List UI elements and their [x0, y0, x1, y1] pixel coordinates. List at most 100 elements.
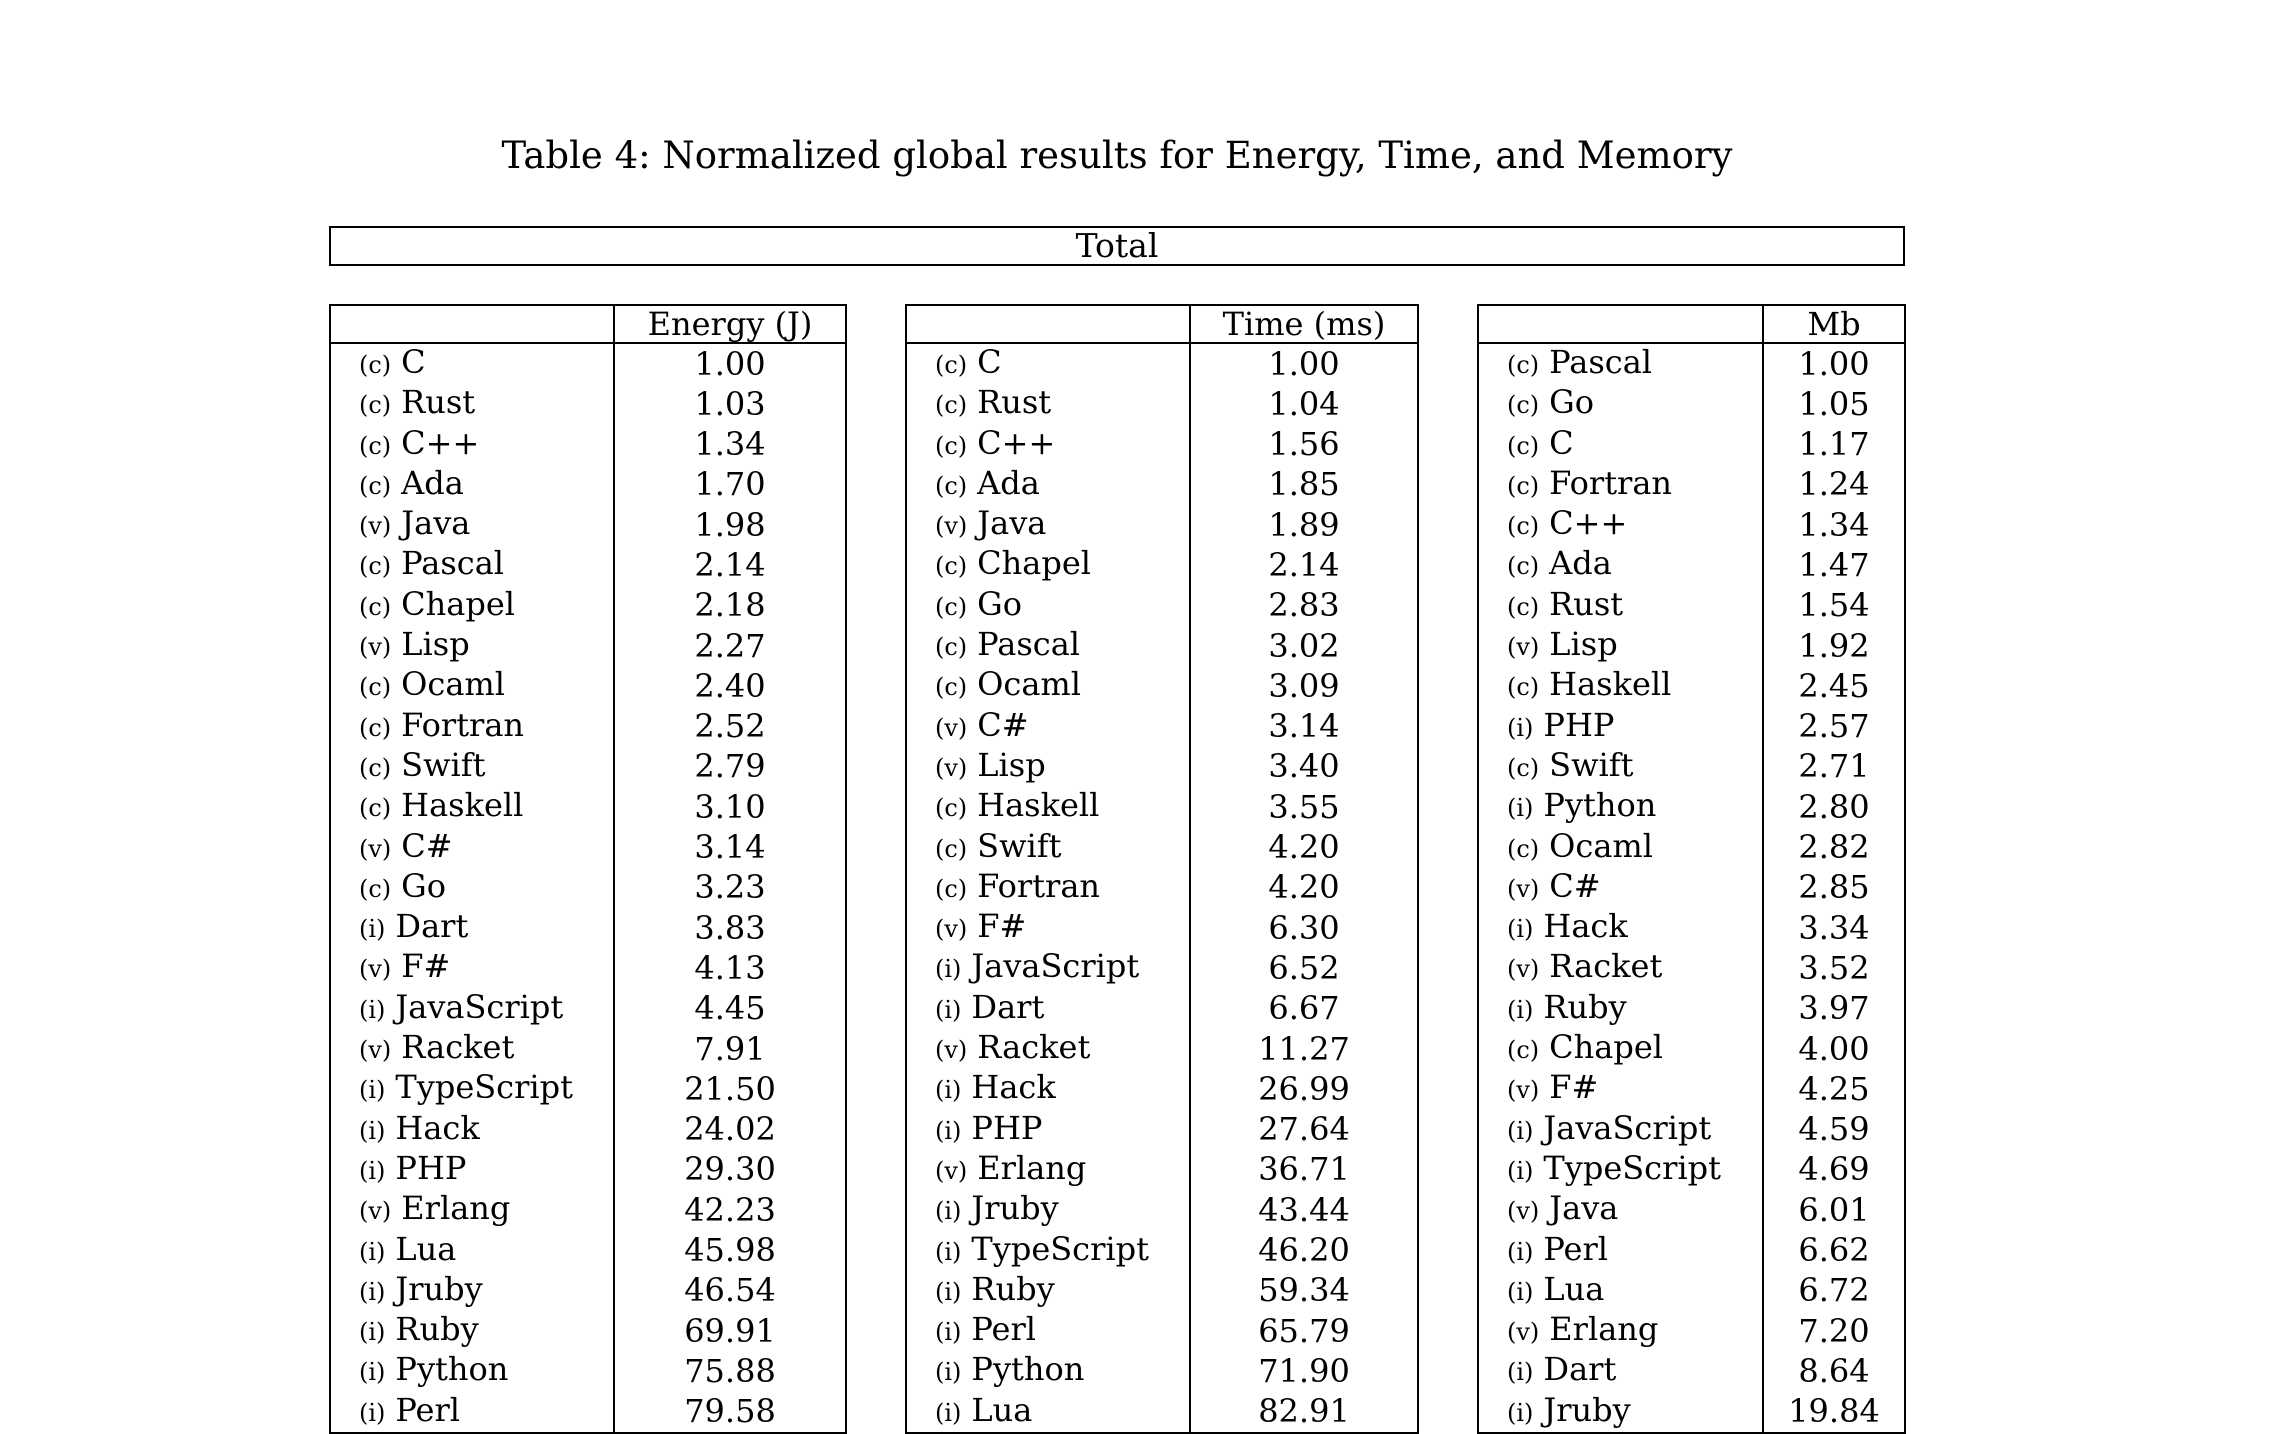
paradigm-tag: (v) [1507, 633, 1540, 662]
paradigm-tag: (c) [1507, 592, 1540, 621]
paradigm-tag: (c) [359, 874, 392, 903]
language-cell: (c) Swift [330, 745, 614, 787]
language-name: Fortran [1549, 463, 1673, 502]
memory-column-header: Mb [1762, 305, 1905, 344]
language-name: Racket [1549, 947, 1663, 986]
language-cell: (v) C# [330, 827, 614, 868]
value-cell: 19.84 [1762, 1391, 1905, 1434]
table-row: (c) C 1.17 [1478, 423, 1905, 465]
language-name: Rust [977, 383, 1052, 422]
language-name: C++ [401, 423, 480, 462]
paradigm-tag: (c) [1507, 1036, 1540, 1065]
value-cell: 6.01 [1762, 1190, 1905, 1231]
table-row: (c) Ocaml 2.82 [1478, 827, 1905, 868]
paradigm-tag: (v) [359, 834, 392, 863]
language-name: Chapel [401, 584, 515, 623]
value-cell: 69.91 [613, 1311, 846, 1352]
language-cell: (v) Lisp [1478, 625, 1763, 666]
language-cell: (i) TypeScript [1478, 1148, 1763, 1190]
paradigm-tag: (c) [359, 753, 392, 782]
value-cell: 6.72 [1762, 1270, 1905, 1312]
language-name: Ocaml [401, 665, 505, 704]
language-cell: (v) Java [1478, 1190, 1763, 1230]
table-row: (i) JavaScript 4.59 [1478, 1109, 1905, 1150]
table-row: (i) PHP 2.57 [1478, 705, 1905, 747]
paradigm-tag: (v) [935, 1156, 968, 1185]
paradigm-tag: (i) [1507, 915, 1534, 944]
value-cell: 2.27 [613, 626, 846, 667]
table-row: (c) Ada 1.85 [906, 464, 1418, 506]
paradigm-tag: (i) [935, 1237, 962, 1266]
paradigm-tag: (v) [935, 753, 968, 782]
language-cell: (v) Racket [906, 1028, 1190, 1069]
value-cell: 75.88 [613, 1351, 846, 1392]
language-name: Erlang [977, 1148, 1087, 1187]
language-name: JavaScript [971, 947, 1140, 986]
language-name: C [1549, 423, 1574, 462]
language-name: PHP [1543, 705, 1615, 744]
value-cell: 1.00 [613, 343, 846, 385]
table-row: (c) Pascal 3.02 [906, 625, 1418, 667]
table-row: (v) Lisp 3.40 [906, 746, 1418, 788]
language-name: Jruby [971, 1189, 1059, 1228]
language-cell: (i) Jruby [1478, 1391, 1763, 1433]
language-name: TypeScript [1543, 1148, 1721, 1187]
value-cell: 1.04 [1189, 384, 1418, 425]
value-cell: 4.69 [1762, 1149, 1905, 1191]
language-cell: (i) Ruby [906, 1270, 1190, 1311]
value-cell: 2.85 [1762, 867, 1905, 909]
value-cell: 4.20 [1189, 827, 1418, 868]
value-cell: 3.02 [1189, 626, 1418, 667]
value-cell: 3.09 [1189, 666, 1418, 707]
paradigm-tag: (i) [1507, 1237, 1534, 1266]
language-column-header [906, 305, 1190, 344]
table-row: (i) Dart 8.64 [1478, 1351, 1905, 1392]
language-name: Swift [1549, 745, 1634, 784]
language-name: Hack [1543, 907, 1628, 946]
language-column-header [330, 305, 614, 344]
language-cell: (c) Haskell [906, 787, 1190, 827]
language-cell: (i) Python [906, 1351, 1190, 1391]
language-name: Lisp [1549, 625, 1618, 664]
language-name: Swift [401, 745, 486, 784]
table-row: (c) Pascal 2.14 [330, 545, 846, 586]
paradigm-tag: (c) [1507, 391, 1540, 420]
value-cell: 6.62 [1762, 1230, 1905, 1271]
language-cell: (c) Ocaml [1478, 827, 1763, 868]
table-row: (v) F# 4.13 [330, 948, 846, 989]
language-cell: (c) Fortran [1478, 463, 1763, 505]
value-cell: 2.40 [613, 666, 846, 707]
value-cell: 3.14 [613, 827, 846, 868]
language-cell: (i) Python [330, 1351, 614, 1391]
value-cell: 1.47 [1762, 545, 1905, 586]
value-cell: 4.59 [1762, 1109, 1905, 1150]
value-cell: 3.34 [1762, 908, 1905, 949]
language-name: Hack [971, 1068, 1056, 1107]
paradigm-tag: (c) [935, 633, 968, 662]
language-cell: (i) Perl [906, 1310, 1190, 1351]
table-row: (i) TypeScript 46.20 [906, 1230, 1418, 1271]
language-name: Racket [977, 1028, 1091, 1067]
paradigm-tag: (v) [1507, 955, 1540, 984]
value-cell: 4.00 [1762, 1029, 1905, 1070]
memory-table-body: (c) Pascal 1.00 (c) Go 1.05 (c) C 1.17 (c) Fortran… [1478, 343, 1905, 1434]
paradigm-tag: (c) [935, 673, 968, 702]
value-cell: 29.30 [613, 1149, 846, 1191]
language-cell: (v) Lisp [906, 746, 1190, 787]
language-name: Go [977, 584, 1022, 623]
paradigm-tag: (i) [1507, 1116, 1534, 1145]
language-name: Haskell [401, 786, 524, 825]
language-name: Dart [395, 907, 469, 946]
value-cell: 43.44 [1189, 1190, 1418, 1231]
table-row: (i) Dart 6.67 [906, 988, 1418, 1030]
paradigm-tag: (i) [359, 915, 386, 944]
language-cell: (i) Perl [1478, 1230, 1763, 1271]
language-name: Lua [395, 1229, 457, 1268]
language-cell: (c) Pascal [1478, 343, 1763, 384]
value-cell: 6.52 [1189, 948, 1418, 989]
table-row: (i) JavaScript 4.45 [330, 988, 846, 1030]
paradigm-tag: (c) [1507, 552, 1540, 581]
paradigm-tag: (c) [359, 794, 392, 823]
value-cell: 71.90 [1189, 1351, 1418, 1392]
language-cell: (i) Ruby [1478, 988, 1763, 1029]
